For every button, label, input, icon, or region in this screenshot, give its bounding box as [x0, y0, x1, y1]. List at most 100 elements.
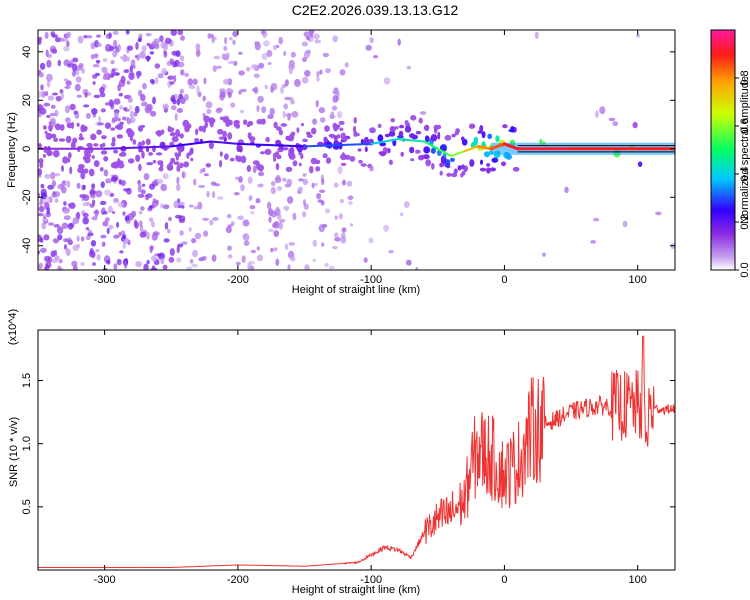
spectrogram-cell — [122, 234, 127, 240]
ridge-segment — [370, 138, 399, 145]
spectrogram-cell — [400, 151, 404, 157]
spectrogram-cell — [319, 69, 323, 75]
spectrogram-cell — [453, 168, 458, 174]
colorbar-ticks: 0.0 0.2 0.4 0.6 0.8 — [735, 70, 750, 278]
spectrogram-cell — [161, 67, 168, 75]
spectrogram-cell — [106, 227, 110, 235]
spectrogram-cell — [250, 64, 258, 70]
spectrogram-cell — [266, 49, 273, 58]
spectrogram-cell — [143, 263, 149, 270]
spectrogram-cell — [446, 172, 452, 177]
spectrogram-cell — [90, 190, 97, 195]
spectrogram-cell — [63, 45, 70, 52]
spectrogram-cell — [179, 88, 184, 94]
spectrogram-cell — [145, 138, 151, 146]
spectrogram-cell — [203, 230, 209, 237]
spectrogram-cell — [72, 58, 79, 63]
spectrogram-cell — [256, 105, 260, 113]
spectrogram-cell — [39, 62, 46, 70]
spectrogram-cell — [198, 125, 204, 132]
spectrogram-cell — [302, 138, 308, 143]
spectrogram-cell — [328, 265, 335, 270]
spectrogram-cell — [218, 136, 225, 140]
spectrogram-cell — [198, 257, 204, 262]
x-tick-label: -200 — [227, 574, 249, 586]
figure-title: C2E2.2026.039.13.13.G12 — [292, 2, 459, 18]
spectrogram-cell — [178, 201, 185, 206]
spectrogram-cell — [338, 120, 345, 125]
spectrogram-cell — [388, 130, 396, 137]
spectrogram-cell — [227, 132, 233, 140]
spectrogram-cell — [42, 154, 47, 158]
spectrogram-cell — [56, 226, 64, 235]
spectrogram-cell — [134, 55, 138, 59]
spectrogram-cell — [437, 131, 441, 140]
spectrogram-cell — [75, 76, 82, 83]
spectrogram-cell — [288, 153, 296, 160]
spectrogram-cell — [215, 65, 222, 69]
spectrogram-cell — [404, 120, 409, 126]
spectrogram-cell — [338, 213, 343, 220]
spectrogram-cell — [346, 180, 353, 187]
spectrogram-cell — [72, 63, 78, 72]
spectrogram-cell — [255, 198, 261, 204]
spectrogram-cell — [247, 132, 252, 139]
spectrogram-cell — [135, 261, 142, 268]
spectrogram-cell — [76, 235, 80, 242]
spectrogram-cell — [389, 126, 396, 133]
spectrogram-cell — [270, 181, 276, 187]
spectrogram-cell — [337, 166, 343, 175]
spectrogram-cell — [256, 246, 261, 251]
spectrogram-cell — [197, 201, 203, 210]
spectrogram-cell — [369, 127, 376, 134]
spectrogram-cell — [130, 59, 136, 67]
spectrogram-cell — [284, 79, 289, 87]
spectrogram-cell — [84, 92, 88, 98]
spectrogram-cell — [44, 130, 48, 135]
spectrogram-cell — [250, 249, 257, 254]
x-tick-label: -100 — [360, 574, 382, 586]
spectrogram-cell — [333, 135, 338, 142]
spectrogram-cell — [44, 90, 49, 97]
spectrogram-cell — [340, 236, 347, 244]
spectrogram-cell — [332, 245, 338, 250]
spectrogram-cell — [399, 124, 405, 129]
spectrogram-cell — [118, 231, 122, 237]
spectrogram-cell — [140, 93, 146, 102]
spectrogram-cell — [148, 205, 153, 209]
spectrogram-cell — [95, 59, 101, 64]
spectrogram-cell — [444, 159, 451, 167]
spectrogram-cell — [87, 232, 94, 237]
spectrogram-cell — [40, 84, 44, 91]
spectrogram-cell — [160, 41, 167, 49]
spectrogram-cell — [224, 36, 228, 45]
spectrogram-cell — [82, 194, 90, 201]
spectrogram-cell — [54, 191, 60, 198]
spectrogram-cell — [283, 50, 287, 57]
spectrogram-cell — [213, 55, 221, 60]
spectrogram-cell — [198, 184, 206, 189]
spectrogram-cell — [163, 238, 170, 243]
spectrogram-cell — [256, 254, 263, 262]
spectrogram-cell — [79, 133, 83, 139]
spectrogram-cell — [202, 113, 206, 117]
spectrogram-cell — [152, 96, 156, 105]
spectrogram-cell — [418, 154, 425, 161]
spectrogram-cell — [95, 34, 102, 38]
spectrogram-cell — [333, 182, 339, 188]
spectrogram-cell — [38, 213, 45, 217]
colorbar: 0.0 0.2 0.4 0.6 0.8 Normalized spectral ampl… — [710, 29, 750, 278]
spectrogram-cell — [52, 149, 60, 158]
spectrogram-cell — [67, 223, 74, 230]
spectrogram-cell — [38, 262, 43, 269]
spectrogram-cell — [209, 219, 214, 226]
spectrogram-cell — [282, 147, 289, 151]
spectrogram-cell — [273, 121, 278, 129]
spectrogram-cell — [85, 227, 90, 231]
spectrogram-cell — [129, 116, 136, 124]
x-tick-label: 0 — [501, 274, 507, 286]
spectrogram-cell — [257, 164, 264, 172]
spectrogram-cell — [184, 72, 190, 78]
spectrogram-cell — [332, 122, 338, 129]
spectrogram-cell — [321, 242, 325, 247]
